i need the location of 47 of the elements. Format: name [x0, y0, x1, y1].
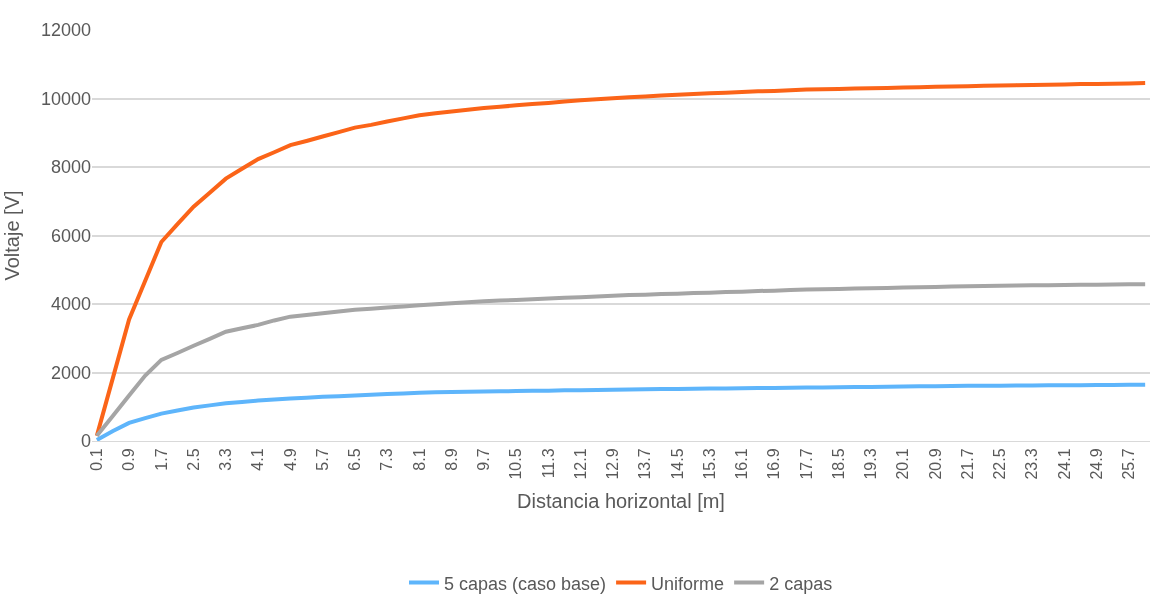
x-tick-label: 20.1 [894, 448, 912, 480]
x-tick-label: 18.5 [829, 448, 847, 480]
x-tick-label: 8.1 [410, 448, 428, 471]
x-tick-label: 20.9 [926, 448, 944, 480]
x-tick-label: 2.5 [184, 448, 202, 471]
y-tick-label: 6000 [50, 225, 91, 246]
x-tick-label: 12.9 [604, 448, 622, 480]
line-series [94, 282, 1148, 438]
x-tick-label: 12.1 [571, 448, 589, 480]
y-tick-label: 2000 [50, 362, 91, 383]
x-tick-label: 11.3 [539, 448, 557, 479]
x-tick-label: 4.1 [249, 448, 267, 471]
x-tick-label: 21.7 [958, 448, 976, 480]
y-tick-label: 8000 [50, 157, 91, 178]
x-tick-label: 16.1 [733, 448, 751, 480]
x-tick-label: 22.5 [991, 448, 1009, 480]
x-tick-label: 0.1 [88, 448, 106, 471]
x-tick-label: 23.3 [1023, 448, 1041, 480]
x-tick-label: 5.7 [313, 448, 331, 471]
x-tick-label: 16.9 [765, 448, 783, 480]
x-tick-label: 8.9 [442, 448, 460, 471]
y-tick-label: 4000 [50, 294, 91, 315]
x-tick-label: 10.5 [507, 448, 525, 480]
x-tick-label: 6.5 [346, 448, 364, 471]
x-tick-label: 7.3 [378, 448, 396, 471]
x-tick-label: 0.9 [120, 448, 138, 471]
x-tick-label: 1.7 [152, 448, 170, 471]
x-tick-label: 25.7 [1120, 448, 1138, 480]
y-tick-label: 12000 [40, 20, 91, 41]
x-tick-label: 15.3 [700, 448, 718, 480]
x-tick-label: 24.1 [1055, 448, 1073, 480]
legend-label: 2 capas [769, 573, 833, 594]
x-tick-label: 13.7 [636, 448, 654, 480]
x-axis-title: Distancia horizontal [m] [517, 490, 725, 513]
legend-label: Uniforme [651, 573, 725, 594]
x-tick-label: 4.9 [281, 448, 299, 471]
y-tick-label: 0 [80, 431, 91, 452]
x-tick-label: 14.5 [668, 448, 686, 480]
x-tick-label: 9.7 [475, 448, 493, 471]
legend-label: 5 capas (caso base) [444, 573, 607, 594]
line-series [94, 382, 1148, 441]
x-tick-label: 24.9 [1087, 448, 1105, 480]
x-tick-label: 19.3 [862, 448, 880, 480]
x-tick-label: 17.7 [797, 448, 815, 480]
x-tick-label: 3.3 [217, 448, 235, 471]
y-tick-label: 10000 [40, 88, 91, 109]
y-axis-title: Voltaje [V] [1, 190, 24, 281]
